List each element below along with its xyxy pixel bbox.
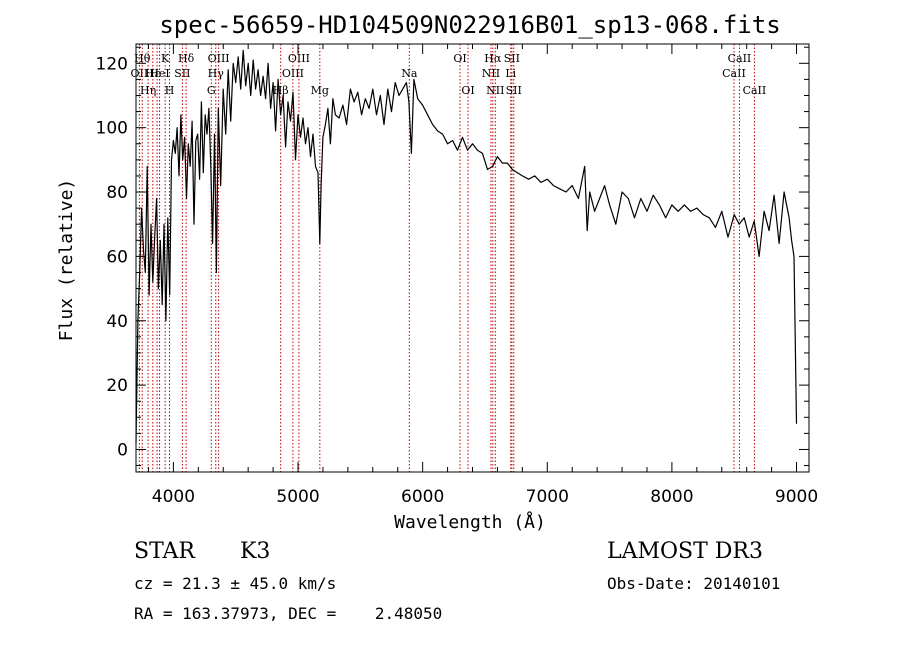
y-tick-label: 100 bbox=[96, 119, 128, 139]
x-tick-label: 7000 bbox=[526, 487, 569, 507]
spectral-line-label: OI bbox=[453, 52, 466, 65]
chart-title: spec-56659-HD104509N022916B01_sp13-068.f… bbox=[159, 11, 780, 39]
spectral-line-label: Hβ bbox=[273, 84, 289, 97]
object-class: STAR bbox=[134, 539, 195, 564]
spectral-line-label: HeI bbox=[149, 67, 169, 80]
spectral-line-label: CaII bbox=[743, 84, 767, 97]
spectral-line-label: OI bbox=[461, 84, 474, 97]
x-tick-label: 5000 bbox=[276, 487, 319, 507]
survey-name: LAMOST DR3 bbox=[607, 539, 763, 564]
y-tick-label: 60 bbox=[106, 247, 128, 267]
spectral-line-markers: OIIHθHηHεHeIKHSIIHδGHγOIIIHβOIIIOIIIMgNa… bbox=[131, 44, 767, 472]
spectral-line-label: NII bbox=[482, 67, 500, 80]
y-tick-label: 0 bbox=[117, 440, 128, 460]
spectral-line-label: Li bbox=[505, 67, 516, 80]
spectral-line-label: H bbox=[165, 84, 175, 97]
object-subclass: K3 bbox=[240, 539, 271, 564]
x-tick-label: 6000 bbox=[401, 487, 444, 507]
spectrum-line bbox=[135, 49, 798, 444]
plot-axes: 4000 5000 6000 7000 8000 9000 0 20 40 60 80 100 120 bbox=[96, 43, 818, 507]
y-axis-label: Flux (relative) bbox=[56, 179, 77, 342]
spectral-line-label: CaII bbox=[722, 67, 746, 80]
spectral-line-label: G bbox=[207, 84, 216, 97]
spectral-line-label: OII bbox=[131, 67, 149, 80]
spectral-line-label: Hγ bbox=[208, 67, 225, 80]
y-tick-label: 40 bbox=[106, 312, 128, 332]
x-axis-label: Wavelength (Å) bbox=[394, 511, 546, 533]
spectral-line-label: Hη bbox=[140, 84, 156, 97]
spectral-line-label: Hα bbox=[484, 52, 502, 65]
coordinates: RA = 163.37973, DEC = 2.48050 bbox=[134, 604, 443, 623]
spectral-line-label: OIII bbox=[288, 52, 310, 65]
x-tick-label: 4000 bbox=[152, 487, 195, 507]
spectral-line-label: Hθ bbox=[134, 52, 151, 65]
observation-date: Obs-Date: 20140101 bbox=[607, 574, 781, 593]
spectral-line-label: Hδ bbox=[178, 52, 195, 65]
spectral-line-label: NII bbox=[486, 84, 504, 97]
spectral-line-label: OIII bbox=[208, 52, 230, 65]
spectral-line-label: CaII bbox=[728, 52, 752, 65]
spectral-line-label: SII bbox=[174, 67, 190, 80]
spectral-line-label: OIII bbox=[282, 67, 304, 80]
spectral-line-label: Na bbox=[401, 67, 418, 80]
spectral-line-label: K bbox=[161, 52, 170, 65]
spectral-line-label: SII bbox=[504, 52, 520, 65]
y-tick-label: 20 bbox=[106, 376, 128, 396]
spectrum-series bbox=[135, 49, 798, 444]
y-tick-label: 80 bbox=[106, 183, 128, 203]
spectral-line-label: SII bbox=[506, 84, 522, 97]
x-tick-label: 9000 bbox=[775, 487, 818, 507]
spectral-line-label: Mg bbox=[311, 84, 329, 97]
y-tick-label: 120 bbox=[96, 54, 128, 74]
x-tick-label: 8000 bbox=[650, 487, 693, 507]
plot-frame bbox=[135, 43, 810, 473]
redshift-cz: cz = 21.3 ± 45.0 km/s bbox=[134, 574, 337, 593]
